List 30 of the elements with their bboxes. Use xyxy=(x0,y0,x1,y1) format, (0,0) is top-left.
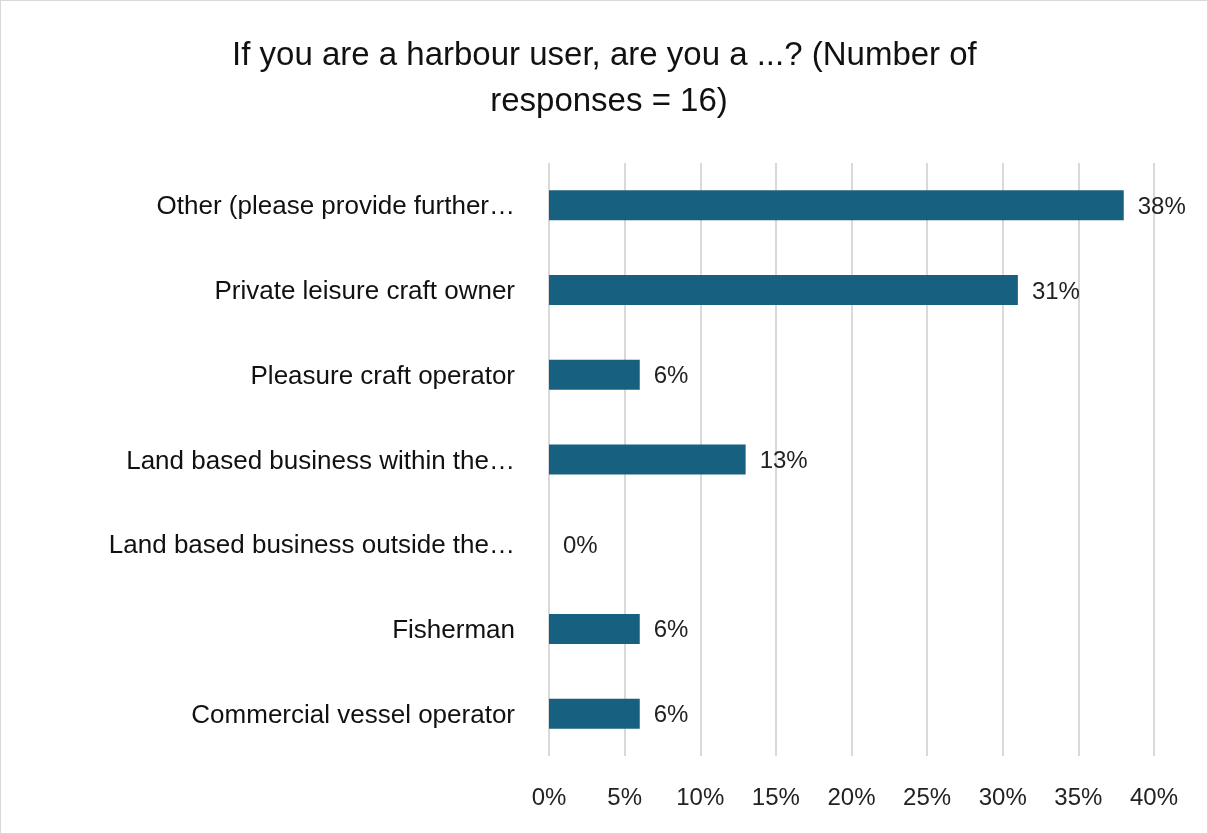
bar xyxy=(549,613,640,644)
data-label: 0% xyxy=(563,530,598,558)
x-tick-label: 5% xyxy=(607,782,642,810)
y-tick-label: Private leisure craft owner xyxy=(214,275,516,306)
y-tick-label: Other (please provide further… xyxy=(156,190,515,221)
data-label: 13% xyxy=(759,446,808,473)
data-label: 31% xyxy=(1031,276,1080,304)
bar xyxy=(549,190,1124,221)
y-tick-label: Land based business within the… xyxy=(126,444,515,475)
data-label: 38% xyxy=(1137,191,1186,219)
y-tick-label: Pleasure craft operator xyxy=(250,359,516,390)
chart-title: If you are a harbour user, are you a ...? (Number of responses = 16) xyxy=(232,34,986,118)
x-tick-label: 20% xyxy=(827,782,876,810)
y-tick-label: Commercial vessel operator xyxy=(191,698,516,729)
x-tick-label: 40% xyxy=(1129,782,1179,810)
bar xyxy=(549,444,746,475)
data-label: 6% xyxy=(653,361,689,389)
x-tick-label: 10% xyxy=(676,782,725,810)
x-tick-label: 15% xyxy=(751,782,800,810)
data-label: 6% xyxy=(653,615,689,643)
x-tick-label: 0% xyxy=(531,782,567,810)
y-tick-label: Fisherman xyxy=(392,613,515,644)
data-label: 6% xyxy=(653,700,689,728)
x-tick-label: 30% xyxy=(978,782,1027,810)
x-tick-label: 25% xyxy=(903,782,952,810)
bar xyxy=(549,698,640,729)
x-tick-label: 35% xyxy=(1054,782,1103,810)
y-tick-label: Land based business outside the… xyxy=(108,529,515,560)
bar xyxy=(549,359,640,390)
bar xyxy=(549,275,1018,306)
